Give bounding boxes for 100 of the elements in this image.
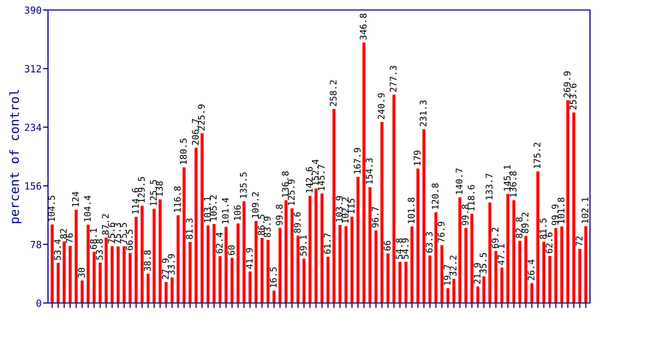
bar <box>530 283 534 303</box>
data-label: 83.9 <box>264 216 271 238</box>
data-label: 76 <box>66 233 73 244</box>
data-label: 105.2 <box>210 195 217 221</box>
bar <box>482 276 486 303</box>
bar <box>104 237 108 303</box>
data-label: 63.3 <box>426 232 433 253</box>
bar <box>350 216 354 303</box>
bar <box>434 212 438 303</box>
data-label: 76.9 <box>438 222 445 242</box>
bar <box>134 216 138 303</box>
data-label: 87.2 <box>102 214 109 235</box>
bar <box>428 255 432 303</box>
data-label: 27.9 <box>162 258 169 280</box>
bar <box>152 208 156 303</box>
bar <box>500 268 504 303</box>
data-label: 62.6 <box>546 232 552 254</box>
bar <box>380 122 384 303</box>
data-label: 125.9 <box>288 180 295 206</box>
bar <box>362 42 366 303</box>
data-label: 175.2 <box>534 142 540 168</box>
bar <box>548 256 552 303</box>
bar <box>488 202 492 303</box>
bar <box>338 224 342 303</box>
data-label: 109.2 <box>252 192 259 218</box>
y-axis-title: percent of control <box>9 90 22 224</box>
bar <box>302 258 306 303</box>
data-label: 277.3 <box>390 66 397 92</box>
bar <box>398 262 402 303</box>
data-label: 47.1 <box>498 244 504 265</box>
bar <box>242 201 246 303</box>
bar <box>158 199 162 303</box>
bar <box>296 236 300 303</box>
bar <box>512 200 516 303</box>
bar <box>182 167 186 303</box>
bar <box>392 94 396 303</box>
data-label: 66.5 <box>126 230 133 250</box>
bar <box>356 176 360 303</box>
data-label: 101.8 <box>408 198 415 224</box>
data-label: 60 <box>228 245 235 256</box>
data-label: 81.5 <box>540 218 546 239</box>
data-label: 75.6 <box>108 222 115 244</box>
bar <box>116 246 120 303</box>
bar <box>554 228 558 303</box>
data-label: 16.5 <box>270 267 277 288</box>
bar <box>524 236 528 303</box>
bar <box>122 246 126 303</box>
bar <box>368 187 372 303</box>
bar <box>416 168 420 303</box>
bar <box>230 258 234 303</box>
data-label: 116.8 <box>174 186 181 212</box>
y-tick-label: 312 <box>24 65 41 72</box>
bar <box>254 220 258 303</box>
data-label: 114.6 <box>132 188 139 214</box>
bar <box>320 194 324 303</box>
bar <box>50 224 54 303</box>
data-label: 103.9 <box>336 196 343 222</box>
bar <box>566 100 570 303</box>
data-label: 346.8 <box>360 14 367 40</box>
bar <box>128 253 132 303</box>
data-label: 129.5 <box>138 177 145 202</box>
bar <box>194 148 198 303</box>
data-label: 99.8 <box>276 204 283 226</box>
bar <box>110 246 114 303</box>
bar <box>200 133 204 303</box>
data-label: 104.4 <box>84 196 91 222</box>
bar <box>440 245 444 303</box>
bar <box>224 226 228 303</box>
y-tick-label: 78 <box>30 240 42 248</box>
bar <box>584 226 588 303</box>
bar <box>56 262 60 303</box>
data-label: 35.5 <box>480 253 487 274</box>
data-label: 133.7 <box>486 174 493 200</box>
data-label: 180.5 <box>180 138 187 164</box>
data-label: 231.3 <box>420 100 427 126</box>
bar <box>374 230 378 303</box>
bar <box>74 210 78 303</box>
data-label: 120.8 <box>432 183 439 209</box>
bar <box>458 197 462 303</box>
bar <box>470 214 474 303</box>
data-label: 99.9 <box>552 204 558 226</box>
bar <box>170 278 174 303</box>
data-label: 106 <box>234 205 241 220</box>
data-label: 89.6 <box>294 212 301 233</box>
data-label: 102.1 <box>582 197 588 223</box>
data-label: 68.1 <box>90 228 97 249</box>
data-label: 145.1 <box>504 165 511 191</box>
bar <box>98 262 102 303</box>
data-label: 253.6 <box>570 84 576 110</box>
data-label: 26.4 <box>528 260 534 280</box>
data-label: 103.1 <box>204 196 211 222</box>
data-label: 124 <box>72 192 79 206</box>
bar <box>446 288 450 303</box>
bar <box>284 200 288 303</box>
bar <box>212 224 216 303</box>
bar <box>308 196 312 303</box>
bar <box>68 246 72 303</box>
bar <box>386 253 390 303</box>
data-label: 145.7 <box>318 164 325 190</box>
bar <box>410 226 414 303</box>
